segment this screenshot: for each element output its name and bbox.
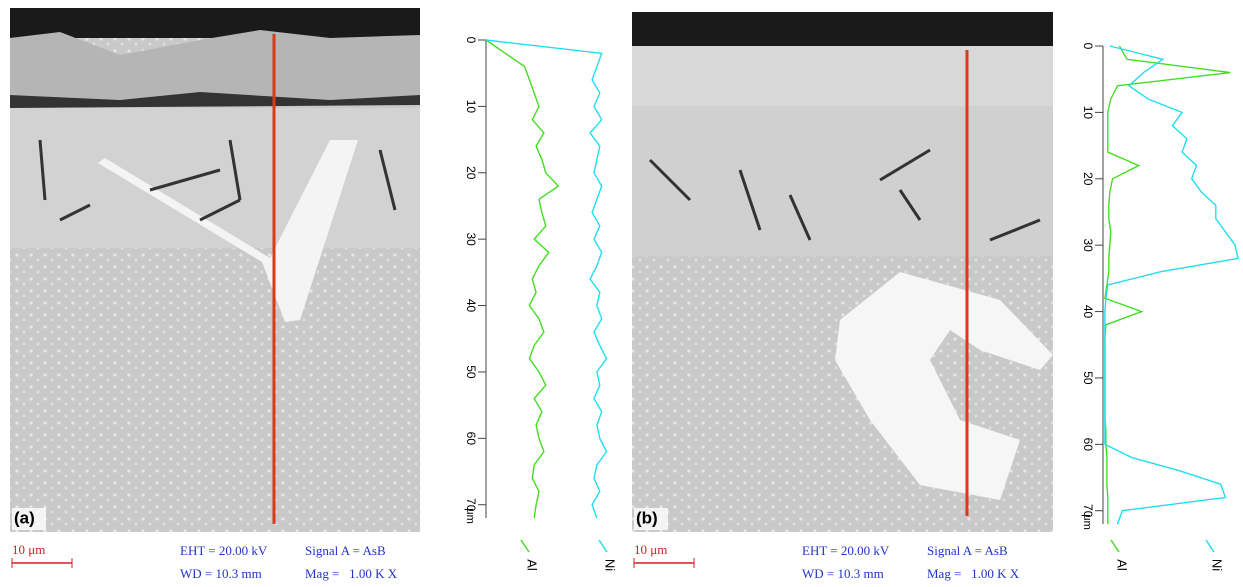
profile-line: [1104, 45, 1231, 524]
legend-label: Ni: [603, 559, 618, 571]
tick-label: 30: [1081, 238, 1095, 252]
legend-swatch: [598, 539, 608, 553]
legend-swatch: [1110, 539, 1120, 553]
tick-label: 0: [1081, 43, 1095, 50]
panel-label: (a): [14, 508, 35, 527]
legend-swatch: [1205, 539, 1215, 553]
micrograph-a: [10, 8, 420, 532]
tick-label: 40: [464, 299, 478, 313]
tick-label: 70: [1081, 504, 1095, 518]
profile-line: [485, 39, 560, 519]
tick-label: 20: [464, 166, 478, 180]
scale-bar-label: 10 μm: [12, 542, 45, 557]
legend-label: Al: [1115, 559, 1130, 571]
tick-label: 70: [464, 498, 478, 512]
legend-label: Ni: [1210, 559, 1225, 571]
tick-label: 60: [1081, 438, 1095, 452]
scale-bar-label: 10 μm: [634, 542, 667, 557]
wd: WD = 10.3 mm: [802, 566, 884, 581]
axis-unit: μm: [464, 508, 476, 524]
legend-swatch: [520, 539, 530, 553]
tick-label: 10: [464, 100, 478, 114]
signal: Signal A = AsB: [305, 543, 386, 558]
mag: Mag = 1.00 K X: [927, 566, 1020, 581]
tick-label: 60: [464, 432, 478, 446]
tick-label: 0: [464, 37, 478, 44]
micrograph-b: [632, 12, 1053, 532]
eht: EHT = 20.00 kV: [802, 543, 890, 558]
legend-label: Al: [525, 559, 540, 571]
wd: WD = 10.3 mm: [180, 566, 262, 581]
profile-line: [1104, 45, 1239, 525]
tick-label: 20: [1081, 172, 1095, 186]
panel-label: (b): [636, 508, 658, 527]
profile-line: [485, 39, 608, 519]
signal: Signal A = AsB: [927, 543, 1008, 558]
tick-label: 50: [464, 365, 478, 379]
mag: Mag = 1.00 K X: [305, 566, 398, 581]
tick-label: 40: [1081, 305, 1095, 319]
tick-label: 30: [464, 232, 478, 246]
axis-unit: μm: [1081, 514, 1093, 530]
tick-label: 50: [1081, 371, 1095, 385]
tick-label: 10: [1081, 106, 1095, 120]
eht: EHT = 20.00 kV: [180, 543, 268, 558]
